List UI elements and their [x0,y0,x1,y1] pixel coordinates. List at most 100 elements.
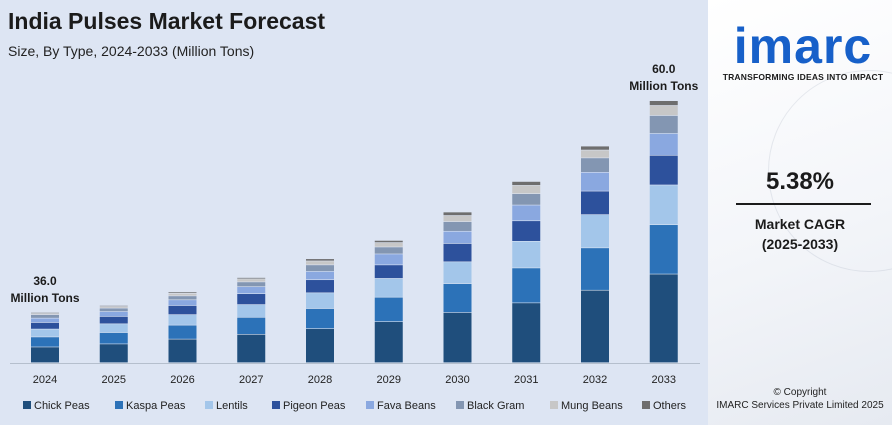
cagr-label-line2: (2025-2033) [761,236,839,252]
legend-label: Pigeon Peas [283,400,346,412]
bar-segment-2030-black-gram [443,221,472,231]
bar-segment-2033-lentils [649,185,678,225]
bar-segment-2027-chick-peas [237,334,266,363]
x-tick-label: 2033 [652,374,676,386]
bar-segment-2027-lentils [237,304,266,317]
bar-segment-2031-lentils [512,241,541,268]
copyright-line1: © Copyright [773,387,827,398]
bar-segment-2027-black-gram [237,282,266,287]
bar-segment-2030-pigeon-peas [443,243,472,262]
legend-label: Lentils [216,400,248,412]
bar-segment-2026-pigeon-peas [168,305,197,315]
logo-tagline: TRANSFORMING IDEAS INTO IMPACT [722,72,884,82]
bar-segment-2024-chick-peas [31,347,59,363]
imarc-logo: imarc TRANSFORMING IDEAS INTO IMPACT [718,20,888,82]
bar-segment-2024-fava-beans [31,318,59,323]
legend-label: Chick Peas [34,400,90,412]
bar-segment-2026-fava-beans [168,300,197,306]
legend-swatch [642,401,650,409]
annotation-value: 60.0 [652,62,676,76]
bar-segment-2030-chick-peas [443,312,472,363]
x-tick-label: 2027 [239,374,263,386]
chart-title: India Pulses Market Forecast [8,8,326,34]
x-tick-label: 2026 [170,374,194,386]
info-panel: imarc TRANSFORMING IDEAS INTO IMPACT 5.3… [708,0,892,425]
x-tick-label: 2029 [377,374,401,386]
bar-segment-2026-others [168,292,197,293]
bar-segment-2032-others [581,146,609,150]
bar-segment-2027-fava-beans [237,287,266,294]
x-tick-label: 2028 [308,374,332,386]
bar-segment-2032-pigeon-peas [581,191,609,215]
bar-segment-2025-fava-beans [99,311,128,317]
bar-segment-2025-black-gram [99,308,128,312]
legend-swatch [456,401,464,409]
bar-segment-2029-chick-peas [374,321,403,363]
legend-swatch [366,401,374,409]
bar-segment-2027-others [237,277,266,279]
bar-segment-2030-lentils [443,262,472,284]
bar-segment-2032-mung-beans [581,150,609,158]
bar-segment-2025-mung-beans [99,306,128,308]
cagr-label: Market CAGR (2025-2033) [708,214,892,254]
bar-segment-2029-fava-beans [374,254,403,265]
legend-label: Fava Beans [377,400,436,412]
bar-segment-2028-black-gram [306,265,334,272]
bar-segment-2028-lentils [306,293,334,309]
bar-segment-2031-fava-beans [512,205,541,221]
legend-label: Others [653,400,687,412]
stacked-bar-chart: 2024 2025 2026 2027 2028 2029 2030 2031 2032 2033… [10,62,700,412]
copyright-notice: © Copyright IMARC Services Private Limit… [708,386,892,412]
bar-segment-2025-lentils [99,324,128,333]
bar-segment-2031-chick-peas [512,303,541,363]
bar-segment-2026-chick-peas [168,339,197,363]
bar-segment-2029-others [374,240,403,243]
bar-segment-2031-others [512,181,541,186]
bar-segment-2026-black-gram [168,296,197,300]
bar-segment-2032-fava-beans [581,172,609,191]
bar-segment-2028-others [306,259,334,261]
bar-segment-2028-mung-beans [306,261,334,265]
bar-segment-2032-chick-peas [581,290,609,363]
bar-segment-2026-lentils [168,314,197,325]
bar-segment-2024-pigeon-peas [31,322,59,329]
bar-segment-2027-pigeon-peas [237,294,266,305]
bar-segment-2031-black-gram [512,194,541,205]
bar-segment-2033-fava-beans [649,133,678,155]
legend-label: Black Gram [467,400,524,412]
x-tick-label: 2030 [445,374,469,386]
legend-swatch [23,401,31,409]
bar-segment-2026-kaspa-peas [168,325,197,339]
copyright-line2: IMARC Services Private Limited 2025 [716,400,884,411]
legend-swatch [205,401,213,409]
bar-segment-2024-mung-beans [31,313,59,315]
bar-segment-2030-fava-beans [443,231,472,244]
bar-segment-2031-pigeon-peas [512,221,541,242]
chart-panel: India Pulses Market Forecast Size, By Ty… [0,0,708,425]
bar-segment-2027-mung-beans [237,279,266,282]
bar-segment-2028-chick-peas [306,328,334,363]
bar-segment-2032-kaspa-peas [581,248,609,290]
annotation-value: 36.0 [33,274,57,288]
legend-label: Mung Beans [561,400,623,412]
legend-label: Kaspa Peas [126,400,186,412]
bar-segment-2029-kaspa-peas [374,297,403,322]
bar-segment-2030-others [443,212,472,216]
bar-segment-2031-mung-beans [512,185,541,194]
bar-segment-2025-chick-peas [99,344,128,363]
bar-segment-2028-fava-beans [306,271,334,280]
bar-segment-2030-mung-beans [443,215,472,222]
bar-segment-2025-pigeon-peas [99,316,128,324]
bar-segment-2025-kaspa-peas [99,332,128,344]
bar-segment-2029-mung-beans [374,242,403,247]
bar-segment-2033-kaspa-peas [649,225,678,274]
x-tick-label: 2024 [33,374,57,386]
legend-swatch [115,401,123,409]
bar-segment-2030-kaspa-peas [443,283,472,313]
bar-segment-2029-pigeon-peas [374,265,403,279]
cagr-label-line1: Market CAGR [754,216,846,232]
bar-segment-2033-mung-beans [649,105,678,116]
bar-segment-2033-others [649,101,678,106]
bar-segment-2024-lentils [31,329,59,337]
chart-subtitle: Size, By Type, 2024-2033 (Million Tons) [8,43,255,59]
